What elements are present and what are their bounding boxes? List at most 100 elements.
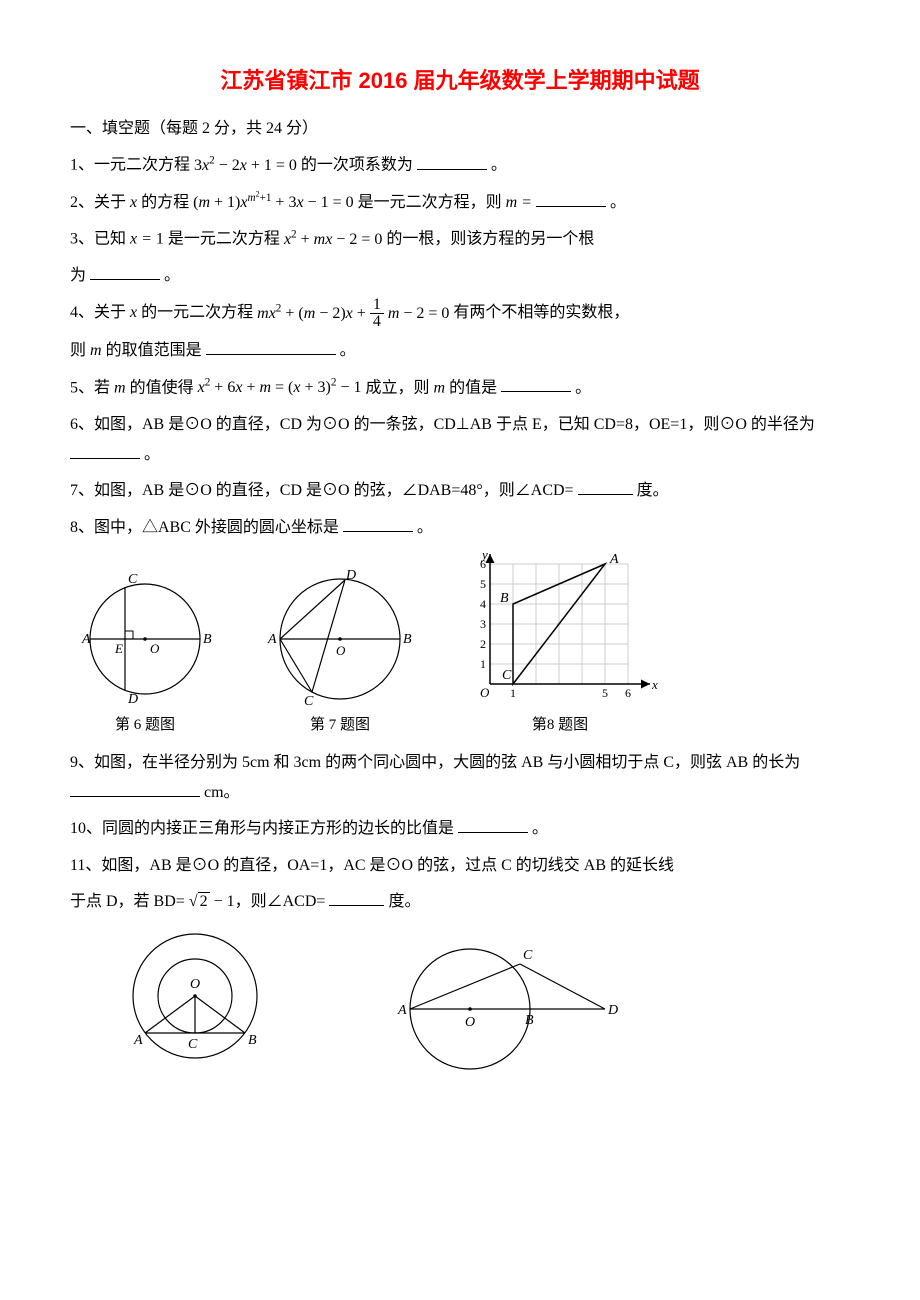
question-9: 9、如图，在半径分别为 5cm 和 3cm 的两个同心圆中，大圆的弦 AB 与小… xyxy=(70,748,850,809)
q10-tail: 。 xyxy=(532,820,548,837)
svg-text:C: C xyxy=(188,1037,198,1052)
question-4: 4、关于 x 的一元二次方程 mx2 + (m − 2)x + 14 m − 2… xyxy=(70,297,850,330)
figure-8: A B C O x y 156 123 456 1 第8 题图 xyxy=(460,549,660,740)
question-5: 5、若 m 的值使得 x2 + 6x + m = (x + 3)2 − 1 成立… xyxy=(70,373,850,404)
question-7: 7、如图，AB 是⊙O 的直径，CD 是⊙O 的弦，∠DAB=48°，则∠ACD… xyxy=(70,476,850,506)
svg-text:6: 6 xyxy=(625,686,631,700)
svg-text:C: C xyxy=(128,572,138,587)
q11-text-a: 11、如图，AB 是⊙O 的直径，OA=1，AC 是⊙O 的弦，过点 C 的切线… xyxy=(70,857,674,874)
svg-text:5: 5 xyxy=(602,686,608,700)
q5-mvar: m xyxy=(114,379,126,396)
q4-var: x xyxy=(130,305,137,322)
q4-line2mid: 的取值范围是 xyxy=(106,342,202,359)
q2-prefix: 2、关于 xyxy=(70,194,126,211)
svg-text:A: A xyxy=(609,552,619,567)
figure-11: A B C D O xyxy=(370,934,630,1079)
svg-text:4: 4 xyxy=(480,597,486,611)
section-heading: 一、填空题（每题 2 分，共 24 分） xyxy=(70,114,850,144)
question-3-line2: 为 。 xyxy=(70,261,850,291)
question-11-line2: 于点 D，若 BD= 2 − 1，则∠ACD= 度。 xyxy=(70,887,850,917)
q3-tail: 。 xyxy=(164,267,180,284)
q4-blank xyxy=(206,338,336,355)
q10-text: 10、同圆的内接正三角形与内接正方形的边长的比值是 xyxy=(70,820,454,837)
figure-8-label-text: 第8 题图 xyxy=(532,717,588,733)
svg-text:B: B xyxy=(500,591,509,606)
q4-prefix: 4、关于 xyxy=(70,305,126,322)
q3-cond: x = 1 xyxy=(130,231,168,248)
question-6: 6、如图，AB 是⊙O 的直径，CD 为⊙O 的一条弦，CD⊥AB 于点 E，已… xyxy=(70,410,850,471)
q7-text: 7、如图，AB 是⊙O 的直径，CD 是⊙O 的弦，∠DAB=48°，则∠ACD… xyxy=(70,482,574,499)
svg-text:5: 5 xyxy=(480,577,486,591)
svg-text:C: C xyxy=(304,694,314,709)
svg-text:O: O xyxy=(465,1015,475,1030)
figure-6-label: 第 6 题图 xyxy=(70,711,220,740)
q4-expr: mx2 + (m − 2)x + 14 m − 2 = 0 xyxy=(257,305,453,322)
svg-text:D: D xyxy=(607,1003,618,1018)
q1-tail: 。 xyxy=(491,157,507,174)
svg-text:3: 3 xyxy=(480,617,486,631)
svg-text:O: O xyxy=(190,977,200,992)
svg-text:C: C xyxy=(502,668,512,683)
svg-text:x: x xyxy=(651,677,658,692)
q2-var: x xyxy=(130,194,137,211)
svg-text:D: D xyxy=(127,692,138,707)
q2-mid2: 是一元二次方程，则 xyxy=(358,194,502,211)
svg-text:B: B xyxy=(203,632,212,647)
svg-text:D: D xyxy=(345,569,356,583)
q5-blank xyxy=(501,375,571,392)
figure-9: A B C O xyxy=(110,924,280,1079)
svg-text:A: A xyxy=(133,1033,143,1048)
q4-frac-n: 1 xyxy=(370,297,384,314)
q11-rad: 2 xyxy=(198,892,210,910)
svg-text:2: 2 xyxy=(480,637,486,651)
q4-mvar: m xyxy=(90,342,102,359)
figure-7: A B C D O 第 7 题图 xyxy=(250,569,430,740)
q1-prefix: 1、一元二次方程 xyxy=(70,157,190,174)
q4-tail: 。 xyxy=(340,342,356,359)
q10-blank xyxy=(458,816,528,833)
q2-mid1: 的方程 xyxy=(141,194,189,211)
q2-tail: 。 xyxy=(610,194,626,211)
q4-mid1: 的一元二次方程 xyxy=(141,305,253,322)
q2-meq: m = xyxy=(506,194,532,211)
svg-text:6: 6 xyxy=(480,557,486,571)
q5-mid3: 的值是 xyxy=(449,379,497,396)
q11-text-b-mid: − 1，则∠ACD= xyxy=(214,893,326,910)
q2-blank xyxy=(536,190,606,207)
q8-tail: 。 xyxy=(417,519,433,536)
q7-tail: 度。 xyxy=(637,482,669,499)
svg-text:B: B xyxy=(403,632,412,647)
q5-tail: 。 xyxy=(575,379,591,396)
svg-text:1: 1 xyxy=(480,657,486,671)
q3-line2: 为 xyxy=(70,267,86,284)
question-10: 10、同圆的内接正三角形与内接正方形的边长的比值是 。 xyxy=(70,814,850,844)
svg-text:A: A xyxy=(397,1003,407,1018)
svg-text:O: O xyxy=(336,643,346,658)
sqrt-icon: 2 xyxy=(189,887,210,917)
q1-expr: 3x2 − 2x + 1 = 0 xyxy=(194,157,301,174)
q5-mid1: 的值使得 xyxy=(130,379,194,396)
q9-unit: cm。 xyxy=(204,784,240,801)
page-title: 江苏省镇江市 2016 届九年级数学上学期期中试题 xyxy=(70,60,850,102)
svg-text:A: A xyxy=(81,632,91,647)
q3-prefix: 3、已知 xyxy=(70,231,126,248)
q11-text-b-pre: 于点 D，若 BD= xyxy=(70,893,185,910)
figure-row-1: A B C D E O 第 6 题图 A B C D O 第 7 题图 xyxy=(70,549,850,740)
q4-frac-d: 4 xyxy=(370,314,384,330)
question-3: 3、已知 x = 1 是一元二次方程 x2 + mx − 2 = 0 的一根，则… xyxy=(70,224,850,255)
q4-mid2: 有两个不相等的实数根， xyxy=(453,305,629,322)
q11-text-b-tail: 度。 xyxy=(388,893,420,910)
svg-text:O: O xyxy=(150,641,160,656)
svg-text:C: C xyxy=(523,948,533,963)
q6-tail: 。 xyxy=(144,446,160,463)
q8-text: 8、图中，△ABC 外接圆的圆心坐标是 xyxy=(70,519,339,536)
q3-expr: x2 + mx − 2 = 0 xyxy=(284,231,386,248)
q3-mid1: 是一元二次方程 xyxy=(168,231,280,248)
figure-row-2: A B C O A B C D O xyxy=(110,924,850,1079)
q1-blank xyxy=(417,153,487,170)
svg-text:O: O xyxy=(480,685,490,700)
question-1: 1、一元二次方程 3x2 − 2x + 1 = 0 的一次项系数为 。 xyxy=(70,150,850,181)
q5-mid2: 成立，则 xyxy=(365,379,429,396)
svg-text:E: E xyxy=(114,641,123,656)
q6-blank xyxy=(70,442,140,459)
